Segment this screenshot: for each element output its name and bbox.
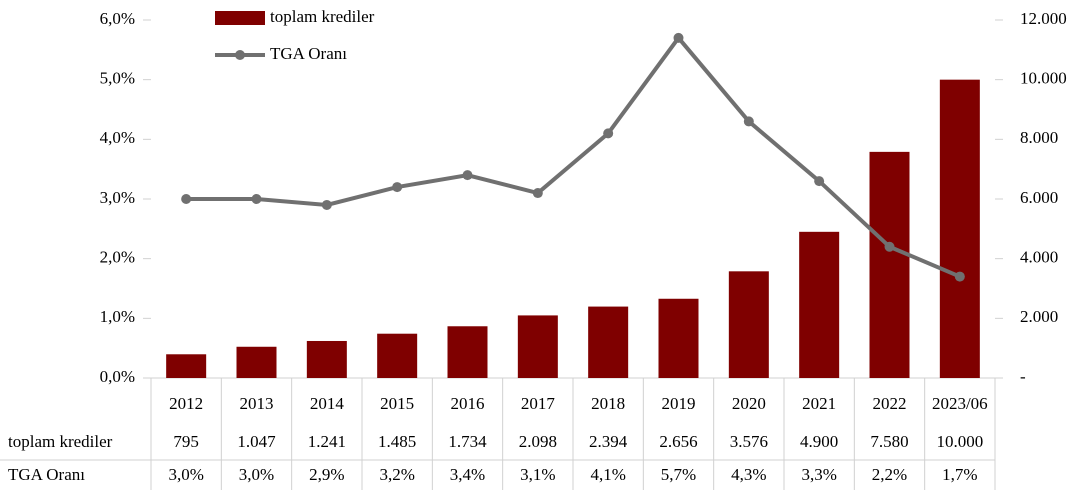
table-cell: 2.656	[659, 432, 697, 451]
x-tick-label: 2023/06	[932, 394, 988, 413]
x-tick-label: 2016	[451, 394, 485, 413]
table-cell: 3,2%	[379, 465, 414, 484]
table-cell: 10.000	[936, 432, 983, 451]
bar	[799, 231, 840, 378]
y2-tick-label: -	[1020, 367, 1026, 386]
table-cell: 2.098	[519, 432, 557, 451]
table-row-label: TGA Oranı	[8, 465, 85, 484]
bar	[236, 346, 277, 378]
legend-label: toplam krediler	[270, 7, 375, 26]
bar	[377, 333, 418, 378]
bar	[939, 79, 980, 379]
line-marker	[673, 32, 684, 43]
line-marker	[884, 241, 895, 252]
x-tick-label: 2022	[873, 394, 907, 413]
table-cell: 3,0%	[239, 465, 274, 484]
table-cell: 2,9%	[309, 465, 344, 484]
legend-label: TGA Oranı	[270, 44, 347, 63]
y2-tick-label: 6.000	[1020, 188, 1058, 207]
line-marker	[462, 170, 473, 181]
table-cell: 2.394	[589, 432, 628, 451]
y2-tick-label: 12.000	[1020, 9, 1067, 28]
legend-marker	[235, 50, 245, 60]
line-marker	[603, 128, 614, 139]
y-tick-label: 0,0%	[100, 367, 135, 386]
x-tick-label: 2014	[310, 394, 345, 413]
line-marker	[321, 199, 332, 210]
bar	[166, 354, 207, 378]
y2-tick-label: 10.000	[1020, 69, 1067, 88]
table-cell: 4,1%	[590, 465, 625, 484]
line	[186, 34, 961, 279]
table-cell: 1.734	[448, 432, 487, 451]
y-tick-label: 6,0%	[100, 9, 135, 28]
legend-swatch	[215, 11, 265, 25]
bar	[869, 151, 910, 378]
x-tick-label: 2013	[240, 394, 274, 413]
bar	[447, 326, 488, 378]
table-cell: 3,4%	[450, 465, 485, 484]
table-cell: 3,1%	[520, 465, 555, 484]
line-marker	[743, 116, 754, 127]
y-tick-label: 3,0%	[100, 188, 135, 207]
line-marker	[532, 188, 543, 199]
table-cell: 4,3%	[731, 465, 766, 484]
table-cell: 1.485	[378, 432, 416, 451]
line-marker	[392, 182, 403, 193]
line-marker	[251, 194, 262, 204]
table-cell: 4.900	[800, 432, 838, 451]
y2-tick-label: 2.000	[1020, 307, 1058, 326]
y-tick-label: 5,0%	[100, 69, 135, 88]
table-row-label: toplam krediler	[8, 432, 113, 451]
x-tick-label: 2020	[732, 394, 766, 413]
table-cell: 3,0%	[168, 465, 203, 484]
x-tick-label: 2018	[591, 394, 625, 413]
bar	[728, 271, 769, 378]
bar	[588, 306, 629, 378]
x-tick-label: 2017	[521, 394, 556, 413]
table-cell: 3,3%	[801, 465, 836, 484]
x-tick-label: 2012	[169, 394, 203, 413]
y-tick-label: 4,0%	[100, 128, 135, 147]
table-cell: 7.580	[870, 432, 908, 451]
y2-tick-label: 4.000	[1020, 248, 1058, 267]
y-tick-label: 1,0%	[100, 307, 135, 326]
y2-tick-label: 8.000	[1020, 128, 1058, 147]
x-tick-label: 2021	[802, 394, 836, 413]
line-marker	[814, 176, 825, 187]
bar	[658, 298, 699, 378]
table-cell: 3.576	[730, 432, 768, 451]
table-cell: 1.047	[237, 432, 276, 451]
table-cell: 5,7%	[661, 465, 696, 484]
table-cell: 2,2%	[872, 465, 907, 484]
bar	[306, 340, 347, 378]
table-cell: 1,7%	[942, 465, 977, 484]
table-cell: 1.241	[308, 432, 346, 451]
line-marker	[954, 271, 965, 282]
bar	[517, 315, 558, 378]
y-tick-label: 2,0%	[100, 248, 135, 267]
x-tick-label: 2015	[380, 394, 414, 413]
line-marker	[181, 194, 192, 204]
x-tick-label: 2019	[662, 394, 696, 413]
table-cell: 795	[173, 432, 199, 451]
